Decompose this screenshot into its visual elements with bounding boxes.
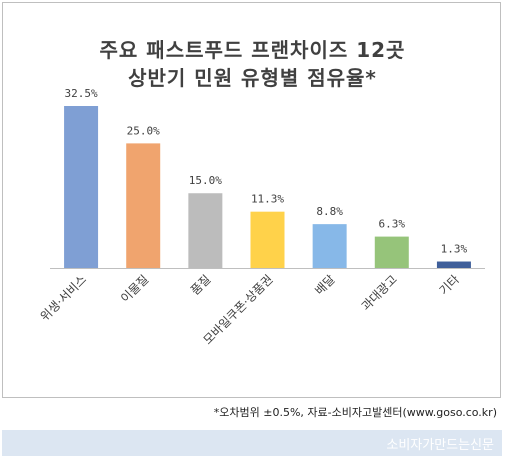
bar-chart: 32.5% 25.0% 15.0% 11.3% 8.8% 6.3% 1.3% 위생·서비스 이… xyxy=(38,87,485,347)
value-labels-group: 32.5% 25.0% 15.0% 11.3% 8.8% 6.3% 1.3% xyxy=(65,87,468,256)
category-label-2: 이물질 xyxy=(118,272,151,305)
value-label-4: 11.3% xyxy=(251,193,284,206)
bar-5 xyxy=(312,224,347,268)
category-label-3: 품질 xyxy=(188,272,214,298)
bar-1 xyxy=(64,106,99,268)
value-label-5: 8.8% xyxy=(316,205,343,218)
bar-6 xyxy=(374,236,409,268)
value-label-1: 32.5% xyxy=(65,87,98,100)
chart-title-line-2: 상반기 민원 유형별 점유율* xyxy=(128,66,377,90)
bar-3 xyxy=(188,193,223,268)
chart-title-line-1: 주요 패스트푸드 프랜차이즈 12곳 xyxy=(99,38,406,62)
footnote: *오차범위 ±0.5%, 자료-소비자고발센터(www.goso.co.kr) xyxy=(213,406,497,419)
category-label-7: 기타 xyxy=(437,272,463,298)
value-label-6: 6.3% xyxy=(379,218,406,231)
category-label-6: 과대광고 xyxy=(359,272,400,313)
brand-text: 소비자가만드는신문 xyxy=(386,438,494,453)
value-label-2: 25.0% xyxy=(127,124,160,137)
category-label-1: 위생·서비스 xyxy=(38,272,90,324)
bar-7 xyxy=(436,261,471,268)
value-label-7: 1.3% xyxy=(441,243,468,256)
bars-group xyxy=(64,106,471,268)
brand-bar: 소비자가만드는신문 xyxy=(2,430,502,456)
bar-4 xyxy=(250,211,285,268)
bar-2 xyxy=(126,143,161,268)
category-label-5: 배달 xyxy=(312,272,338,298)
value-label-3: 15.0% xyxy=(189,174,222,187)
